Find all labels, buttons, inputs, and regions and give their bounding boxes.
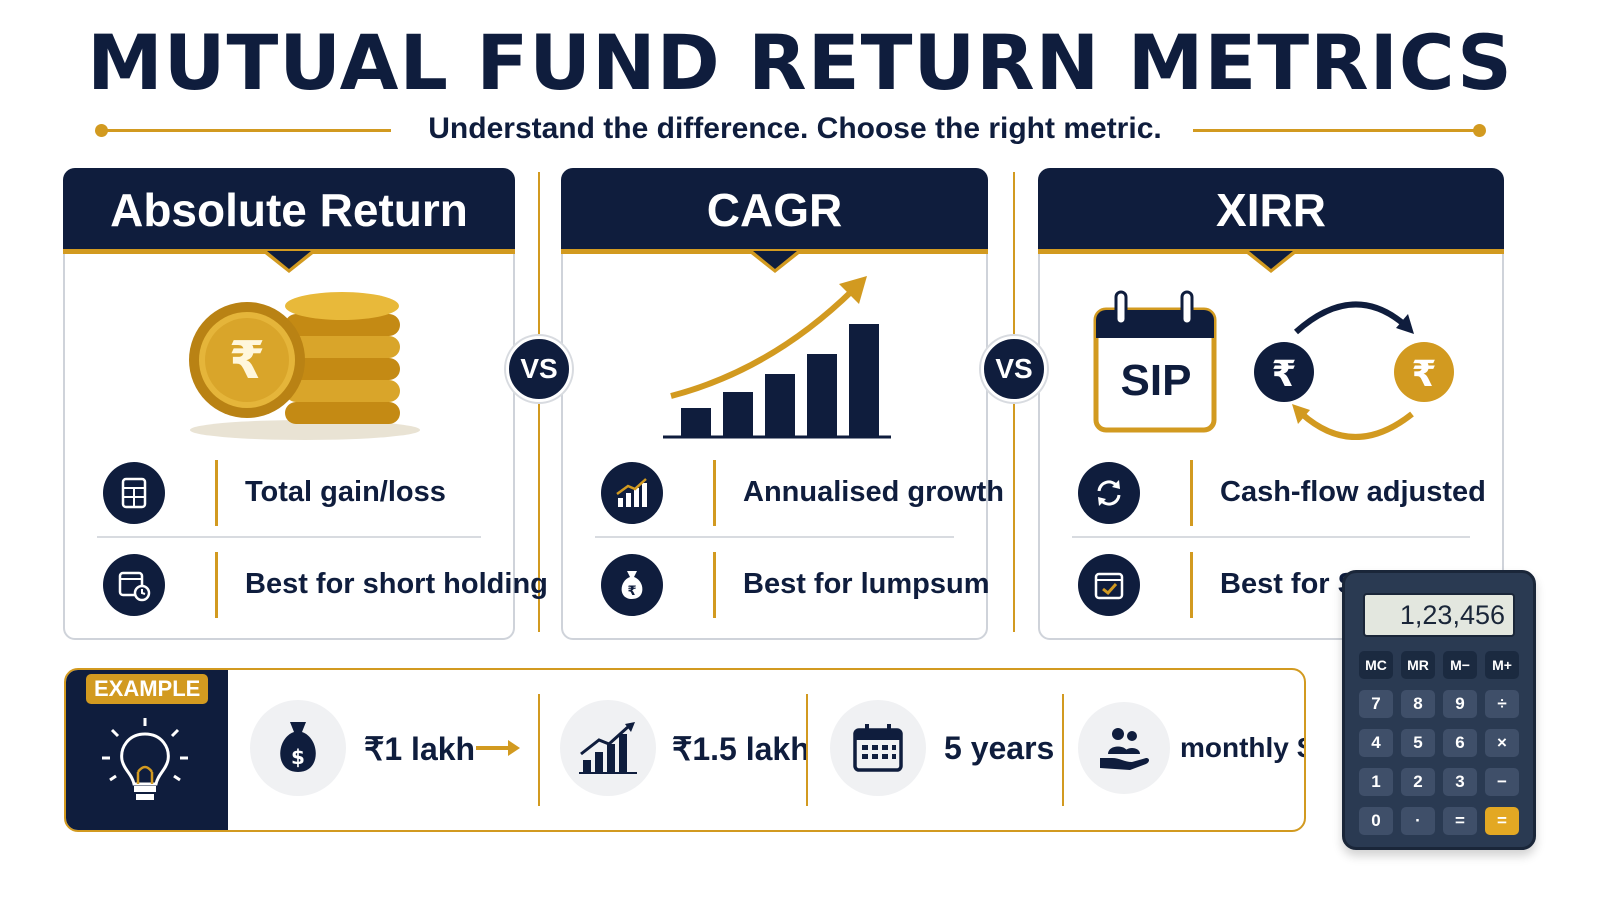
svg-text:$: $ xyxy=(291,745,305,769)
feature-divider-bar xyxy=(713,460,716,526)
feature-text: Best for short holding xyxy=(245,568,548,600)
feature-divider xyxy=(97,536,481,538)
growth-chart-illustration xyxy=(663,276,891,439)
feature-text: Cash-flow adjusted xyxy=(1220,476,1486,508)
hand-people-icon xyxy=(1078,702,1170,794)
feature-text: Best for lumpsum xyxy=(743,568,990,600)
calculator-icon xyxy=(103,462,165,524)
calculator-key: 8 xyxy=(1401,690,1435,718)
calendar-icon xyxy=(830,700,926,796)
example-separator xyxy=(806,694,808,806)
calculator-key: M+ xyxy=(1485,651,1519,679)
calculator-key: 6 xyxy=(1443,729,1477,757)
card-header: XIRR xyxy=(1038,168,1504,273)
example-badge: EXAMPLE xyxy=(86,674,209,704)
feature-divider xyxy=(1072,536,1470,538)
rupee-cycle-illustration: ₹ ₹ xyxy=(1254,301,1454,440)
feature-divider-bar xyxy=(713,552,716,618)
calculator-key: = xyxy=(1443,807,1477,835)
example-item-sip: monthly SIP xyxy=(1078,670,1304,830)
sip-calendar-label: SIP xyxy=(1120,356,1192,405)
growth-chart-icon xyxy=(560,700,656,796)
card-title: XIRR xyxy=(1216,184,1326,236)
svg-text:₹: ₹ xyxy=(627,584,636,599)
vs-badge-1: VS xyxy=(506,336,572,402)
feature-divider xyxy=(595,536,954,538)
example-sip-frequency: monthly SIP xyxy=(1180,732,1304,763)
calendar-clock-icon xyxy=(103,554,165,616)
card-absolute-return: Absolute Return ₹ Total gain/loss Best f… xyxy=(63,168,548,640)
feature-row-short-holding: Best for short holding xyxy=(97,548,548,622)
calculator-key: · xyxy=(1401,807,1435,835)
calculator-key: M− xyxy=(1443,651,1477,679)
calculator-key: 0 xyxy=(1359,807,1393,835)
example-item-investment: $ ₹1 lakh xyxy=(246,670,536,830)
subtitle-line-right xyxy=(1193,129,1483,132)
header-notch xyxy=(267,251,311,269)
refresh-icon xyxy=(1078,462,1140,524)
feature-text: Total gain/loss xyxy=(245,476,446,508)
calculator-key: ÷ xyxy=(1485,690,1519,718)
calculator-key: MC xyxy=(1359,651,1393,679)
card-xirr: XIRR SIP ₹ ₹ Cash-flow adjusted Best for… xyxy=(1038,168,1504,640)
calendar-check-icon xyxy=(1078,554,1140,616)
feature-divider-bar xyxy=(215,552,218,618)
svg-text:₹: ₹ xyxy=(1411,354,1436,395)
calculator-key: = xyxy=(1485,807,1519,835)
calculator-key: 1 xyxy=(1359,768,1393,796)
money-bag-dollar-icon: $ xyxy=(250,700,346,796)
subtitle-row: Understand the difference. Choose the ri… xyxy=(95,112,1495,148)
calculator-key: − xyxy=(1485,768,1519,796)
feature-text: Annualised growth xyxy=(743,476,1004,508)
feature-row-lumpsum: ₹ Best for lumpsum xyxy=(595,548,990,622)
example-left-panel: EXAMPLE xyxy=(66,670,228,830)
header-notch xyxy=(1249,251,1293,269)
example-duration: 5 years xyxy=(944,730,1055,766)
card-title: CAGR xyxy=(706,184,843,236)
header-notch xyxy=(752,251,797,269)
arrow-right-icon xyxy=(476,740,520,756)
svg-text:₹: ₹ xyxy=(229,331,265,391)
page-title: MUTUAL FUND RETURN METRICS xyxy=(87,18,1513,107)
subtitle-line-left xyxy=(101,129,391,132)
example-panel: EXAMPLE $ ₹1 lakh ₹1.5 lakh xyxy=(64,668,1306,832)
feature-divider-bar xyxy=(1190,460,1193,526)
calculator-key: 7 xyxy=(1359,690,1393,718)
calculator-illustration: 1,23,456 MC MR M− M+ 7 8 9 ÷ 4 5 6 × 1 2 3− 0 · = = xyxy=(1342,570,1536,850)
separator-line-2 xyxy=(1013,172,1015,632)
example-separator xyxy=(538,694,540,806)
money-bag-icon: ₹ xyxy=(601,554,663,616)
subtitle: Understand the difference. Choose the ri… xyxy=(428,112,1162,145)
example-final-amount: ₹1.5 lakh xyxy=(672,731,810,767)
feature-row-total-gain: Total gain/loss xyxy=(97,456,481,530)
feature-divider-bar xyxy=(1190,552,1193,618)
calculator-key: 5 xyxy=(1401,729,1435,757)
calculator-key: 9 xyxy=(1443,690,1477,718)
subtitle-dot-right xyxy=(1473,124,1486,137)
feature-row-cashflow: Cash-flow adjusted xyxy=(1072,456,1486,530)
example-separator xyxy=(1062,694,1064,806)
card-header: CAGR xyxy=(561,168,988,273)
card-title: Absolute Return xyxy=(110,184,468,236)
card-cagr: CAGR Annualised growth ₹ Best for lumpsu… xyxy=(561,168,1004,640)
example-item-duration: 5 years xyxy=(830,670,1060,830)
feature-row-annualised: Annualised growth xyxy=(595,456,1004,530)
calculator-key: × xyxy=(1485,729,1519,757)
calculator-key: 3 xyxy=(1443,768,1477,796)
example-start-amount: ₹1 lakh xyxy=(364,731,476,767)
sip-calendar-icon xyxy=(1093,290,1217,433)
separator-line-1 xyxy=(538,172,540,632)
bar-chart-icon xyxy=(601,462,663,524)
lightbulb-icon xyxy=(102,718,188,800)
feature-divider-bar xyxy=(215,460,218,526)
svg-text:₹: ₹ xyxy=(1271,354,1296,395)
card-header: Absolute Return xyxy=(63,168,515,273)
calculator-display: 1,23,456 xyxy=(1363,593,1515,637)
calculator-key: MR xyxy=(1401,651,1435,679)
example-item-final-value: ₹1.5 lakh xyxy=(560,670,810,830)
calculator-key: 2 xyxy=(1401,768,1435,796)
vs-badge-2: VS xyxy=(981,336,1047,402)
calculator-key: 4 xyxy=(1359,729,1393,757)
coin-stack-illustration: ₹ xyxy=(189,292,420,440)
